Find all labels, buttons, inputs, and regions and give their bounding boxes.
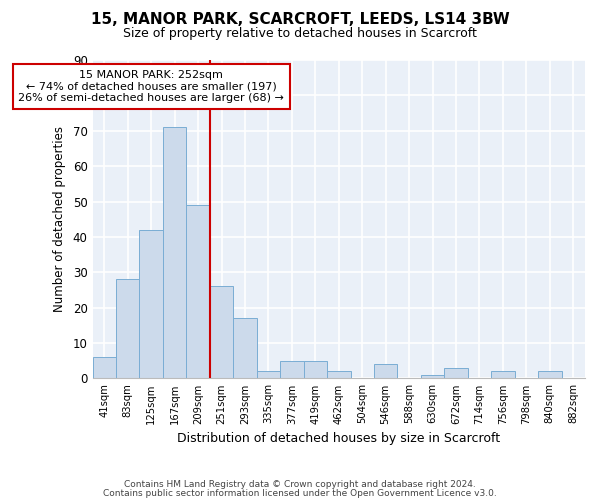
- Text: Contains public sector information licensed under the Open Government Licence v3: Contains public sector information licen…: [103, 490, 497, 498]
- Text: Size of property relative to detached houses in Scarcroft: Size of property relative to detached ho…: [123, 28, 477, 40]
- Bar: [139, 230, 163, 378]
- Bar: [538, 372, 562, 378]
- Bar: [421, 375, 445, 378]
- Text: 15, MANOR PARK, SCARCROFT, LEEDS, LS14 3BW: 15, MANOR PARK, SCARCROFT, LEEDS, LS14 3…: [91, 12, 509, 28]
- Bar: [116, 280, 139, 378]
- Bar: [210, 286, 233, 378]
- Y-axis label: Number of detached properties: Number of detached properties: [53, 126, 66, 312]
- Text: Contains HM Land Registry data © Crown copyright and database right 2024.: Contains HM Land Registry data © Crown c…: [124, 480, 476, 489]
- X-axis label: Distribution of detached houses by size in Scarcroft: Distribution of detached houses by size …: [177, 432, 500, 445]
- Bar: [327, 372, 350, 378]
- Bar: [257, 372, 280, 378]
- Bar: [92, 357, 116, 378]
- Bar: [374, 364, 397, 378]
- Bar: [187, 205, 210, 378]
- Bar: [280, 360, 304, 378]
- Text: 15 MANOR PARK: 252sqm
← 74% of detached houses are smaller (197)
26% of semi-det: 15 MANOR PARK: 252sqm ← 74% of detached …: [18, 70, 284, 103]
- Bar: [163, 127, 187, 378]
- Bar: [445, 368, 468, 378]
- Bar: [233, 318, 257, 378]
- Bar: [304, 360, 327, 378]
- Bar: [491, 372, 515, 378]
